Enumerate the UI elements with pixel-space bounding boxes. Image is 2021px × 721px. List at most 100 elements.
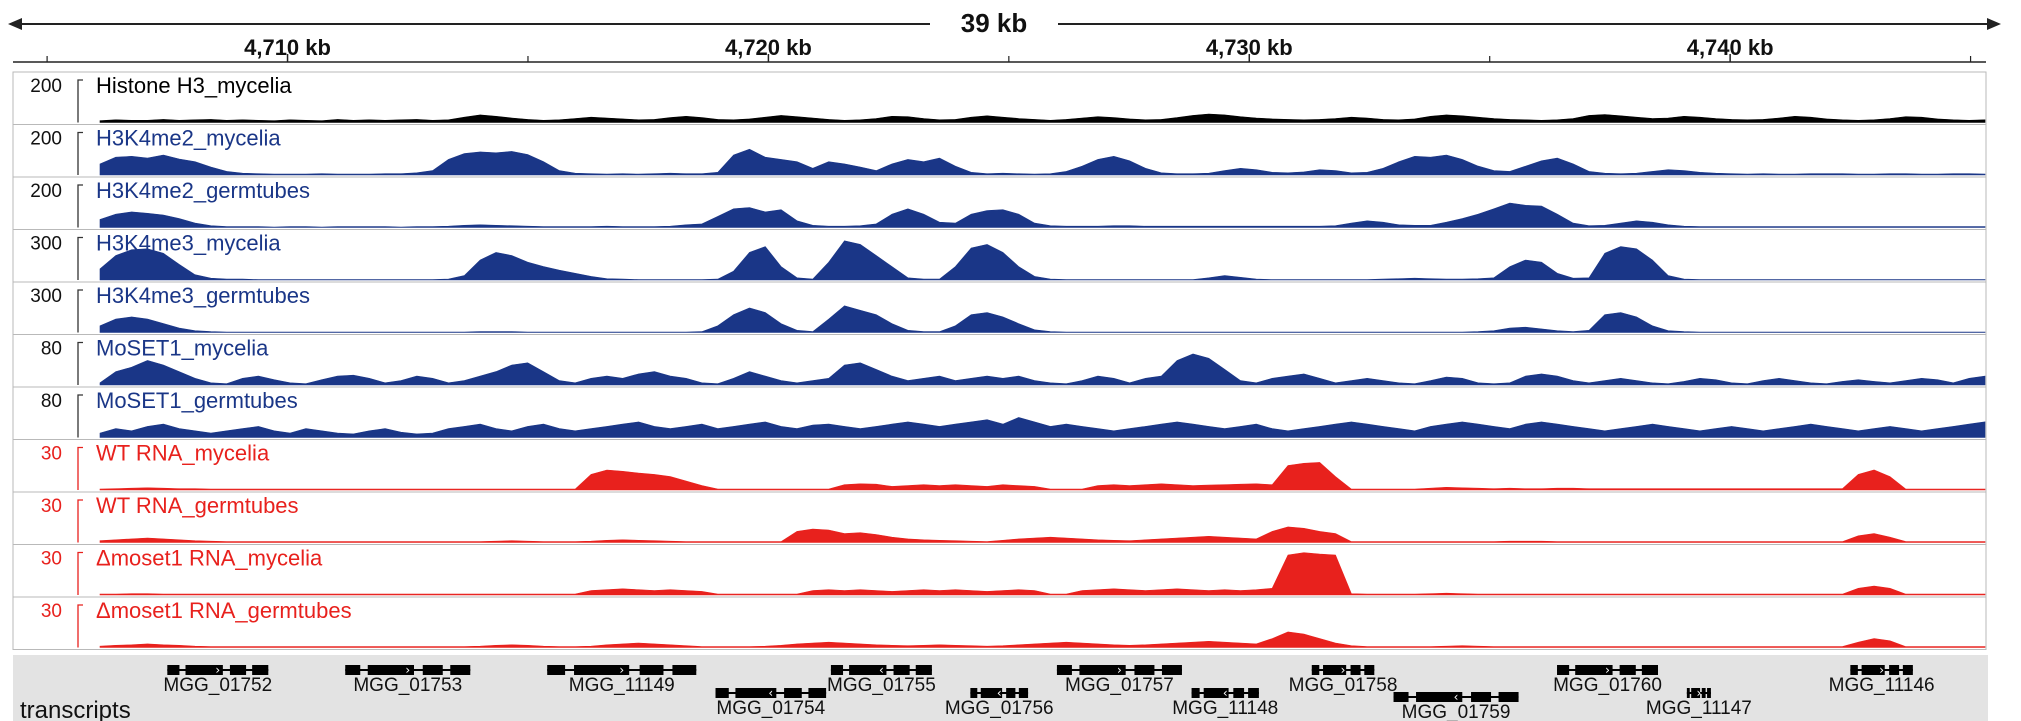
signal-area — [99, 305, 1986, 333]
gene[interactable]: ‹MGG_01756 — [945, 686, 1054, 719]
scale-bracket — [77, 131, 83, 175]
track-name-label: H3K4me2_mycelia — [96, 126, 281, 151]
gene[interactable]: ›MGG_11147 — [1646, 686, 1752, 719]
span-arrow-left — [8, 18, 22, 30]
track-name-label: H3K4me2_germtubes — [96, 178, 310, 203]
gene-exon — [422, 665, 443, 675]
track-max-label: 80 — [41, 339, 62, 360]
track: 80 MoSET1_mycelia — [12, 334, 1987, 388]
track: 200 H3K4me2_germtubes — [12, 176, 1987, 230]
track-name-label: Histone H3_mycelia — [96, 73, 292, 98]
track-max-label: 30 — [41, 549, 62, 570]
gene-exon — [1311, 665, 1320, 675]
signal-area — [99, 113, 1986, 123]
gene-label: MGG_01755 — [827, 675, 936, 696]
gene-exon — [1323, 665, 1347, 675]
gene-exon — [1191, 688, 1200, 698]
ruler-tick-label: 4,730 kb — [1206, 35, 1293, 60]
ruler-tick-label: 4,710 kb — [244, 35, 331, 60]
gene-exon — [229, 665, 247, 675]
gene[interactable]: ›MGG_01752 — [163, 663, 272, 696]
gene[interactable]: ›MGG_01758 — [1289, 663, 1398, 696]
track-name-label: H3K4me3_germtubes — [96, 283, 310, 308]
scale-bracket — [77, 551, 83, 595]
gene-exon — [1416, 692, 1463, 702]
gene-label: MGG_11149 — [569, 675, 675, 696]
track-frame — [12, 596, 1987, 650]
track-name-label: WT RNA_germtubes — [96, 493, 299, 518]
gene-exon — [252, 665, 269, 675]
gene-exon — [970, 688, 978, 698]
scale-bracket — [77, 604, 83, 648]
gene-strand-arrow: › — [619, 663, 624, 677]
gene-exon — [980, 688, 1003, 698]
ruler-tick-label: 4,720 kb — [725, 35, 812, 60]
track-frame — [12, 491, 1987, 545]
track: 300 H3K4me3_germtubes — [12, 281, 1987, 335]
gene-exon — [345, 665, 361, 675]
track-max-label: 30 — [41, 496, 62, 517]
gene-exon — [672, 665, 697, 675]
gene-exon — [1557, 665, 1570, 675]
gene-strand-arrow: ‹ — [997, 686, 1002, 700]
track-max-label: 300 — [30, 234, 62, 255]
gene[interactable]: ›MGG_11149 — [547, 663, 697, 696]
gene-exon — [450, 665, 471, 675]
gene-label: MGG_01758 — [1289, 675, 1398, 696]
tracks: 200 Histone H3_mycelia 200 H3K4me2_mycelia2… — [12, 71, 1987, 650]
gene[interactable]: ›MGG_01757 — [1056, 663, 1182, 696]
gene-exon — [849, 665, 887, 675]
track: 30 WT RNA_mycelia — [12, 439, 1987, 493]
gene-strand-arrow: ‹ — [1454, 690, 1459, 704]
track: 80 MoSET1_germtubes — [12, 386, 1987, 440]
gene-exon — [1006, 688, 1016, 698]
gene-track-label: transcripts — [20, 697, 131, 721]
gene[interactable]: ›MGG_01753 — [345, 663, 471, 696]
gene-exon — [167, 665, 180, 675]
gene[interactable]: ‹MGG_01754 — [715, 686, 827, 719]
gene-label: MGG_01752 — [163, 675, 272, 696]
gene-strand-arrow: ‹ — [1223, 686, 1228, 700]
signal-area — [99, 202, 1986, 228]
scale-bracket — [77, 394, 83, 438]
gene-exon — [547, 665, 566, 675]
signal-area — [99, 240, 1986, 281]
scale-bracket — [77, 446, 83, 490]
gene-strand-arrow: › — [1879, 663, 1884, 677]
track-name-label: WT RNA_mycelia — [96, 441, 270, 466]
signal-area — [99, 631, 1986, 648]
gene-label: MGG_01760 — [1553, 675, 1662, 696]
track-frame — [12, 124, 1987, 178]
gene[interactable]: ›MGG_11146 — [1829, 663, 1935, 696]
gene-label: MGG_01754 — [716, 698, 825, 719]
gene-exon — [735, 688, 777, 698]
track-max-label: 200 — [30, 129, 62, 150]
gene-label: MGG_01753 — [353, 675, 462, 696]
gene-exon — [915, 665, 932, 675]
gene-label: MGG_11148 — [1172, 698, 1278, 719]
gene-strand-arrow: ‹ — [879, 663, 884, 677]
gene-label: MGG_01759 — [1402, 702, 1511, 721]
track: 200 H3K4me2_mycelia — [12, 124, 1987, 178]
gene[interactable]: ‹MGG_01755 — [827, 663, 936, 696]
gene-strand-arrow: › — [1605, 663, 1610, 677]
gene-strand-arrow: › — [1117, 663, 1122, 677]
signal-area — [99, 552, 1986, 596]
gene-strand-arrow: › — [1696, 686, 1701, 700]
gene-exon — [784, 688, 802, 698]
gene-exon — [1701, 688, 1706, 698]
gene-strand-arrow: ‹ — [768, 686, 773, 700]
gene[interactable]: ‹MGG_01759 — [1393, 690, 1519, 721]
gene-exon — [1134, 665, 1155, 675]
scale-bracket — [77, 341, 83, 385]
signal-area — [99, 148, 1986, 176]
gene-exon — [1686, 688, 1690, 698]
gene[interactable]: ›MGG_01760 — [1553, 663, 1662, 696]
gene-track: transcripts ›MGG_01752›MGG_01753›MGG_111… — [13, 655, 1988, 721]
gene[interactable]: ‹MGG_11148 — [1172, 686, 1278, 719]
gene-exon — [1161, 665, 1182, 675]
gene-exon — [1902, 665, 1913, 675]
track-max-label: 30 — [41, 601, 62, 622]
track-name-label: MoSET1_germtubes — [96, 388, 298, 413]
gene-exon — [1364, 665, 1375, 675]
